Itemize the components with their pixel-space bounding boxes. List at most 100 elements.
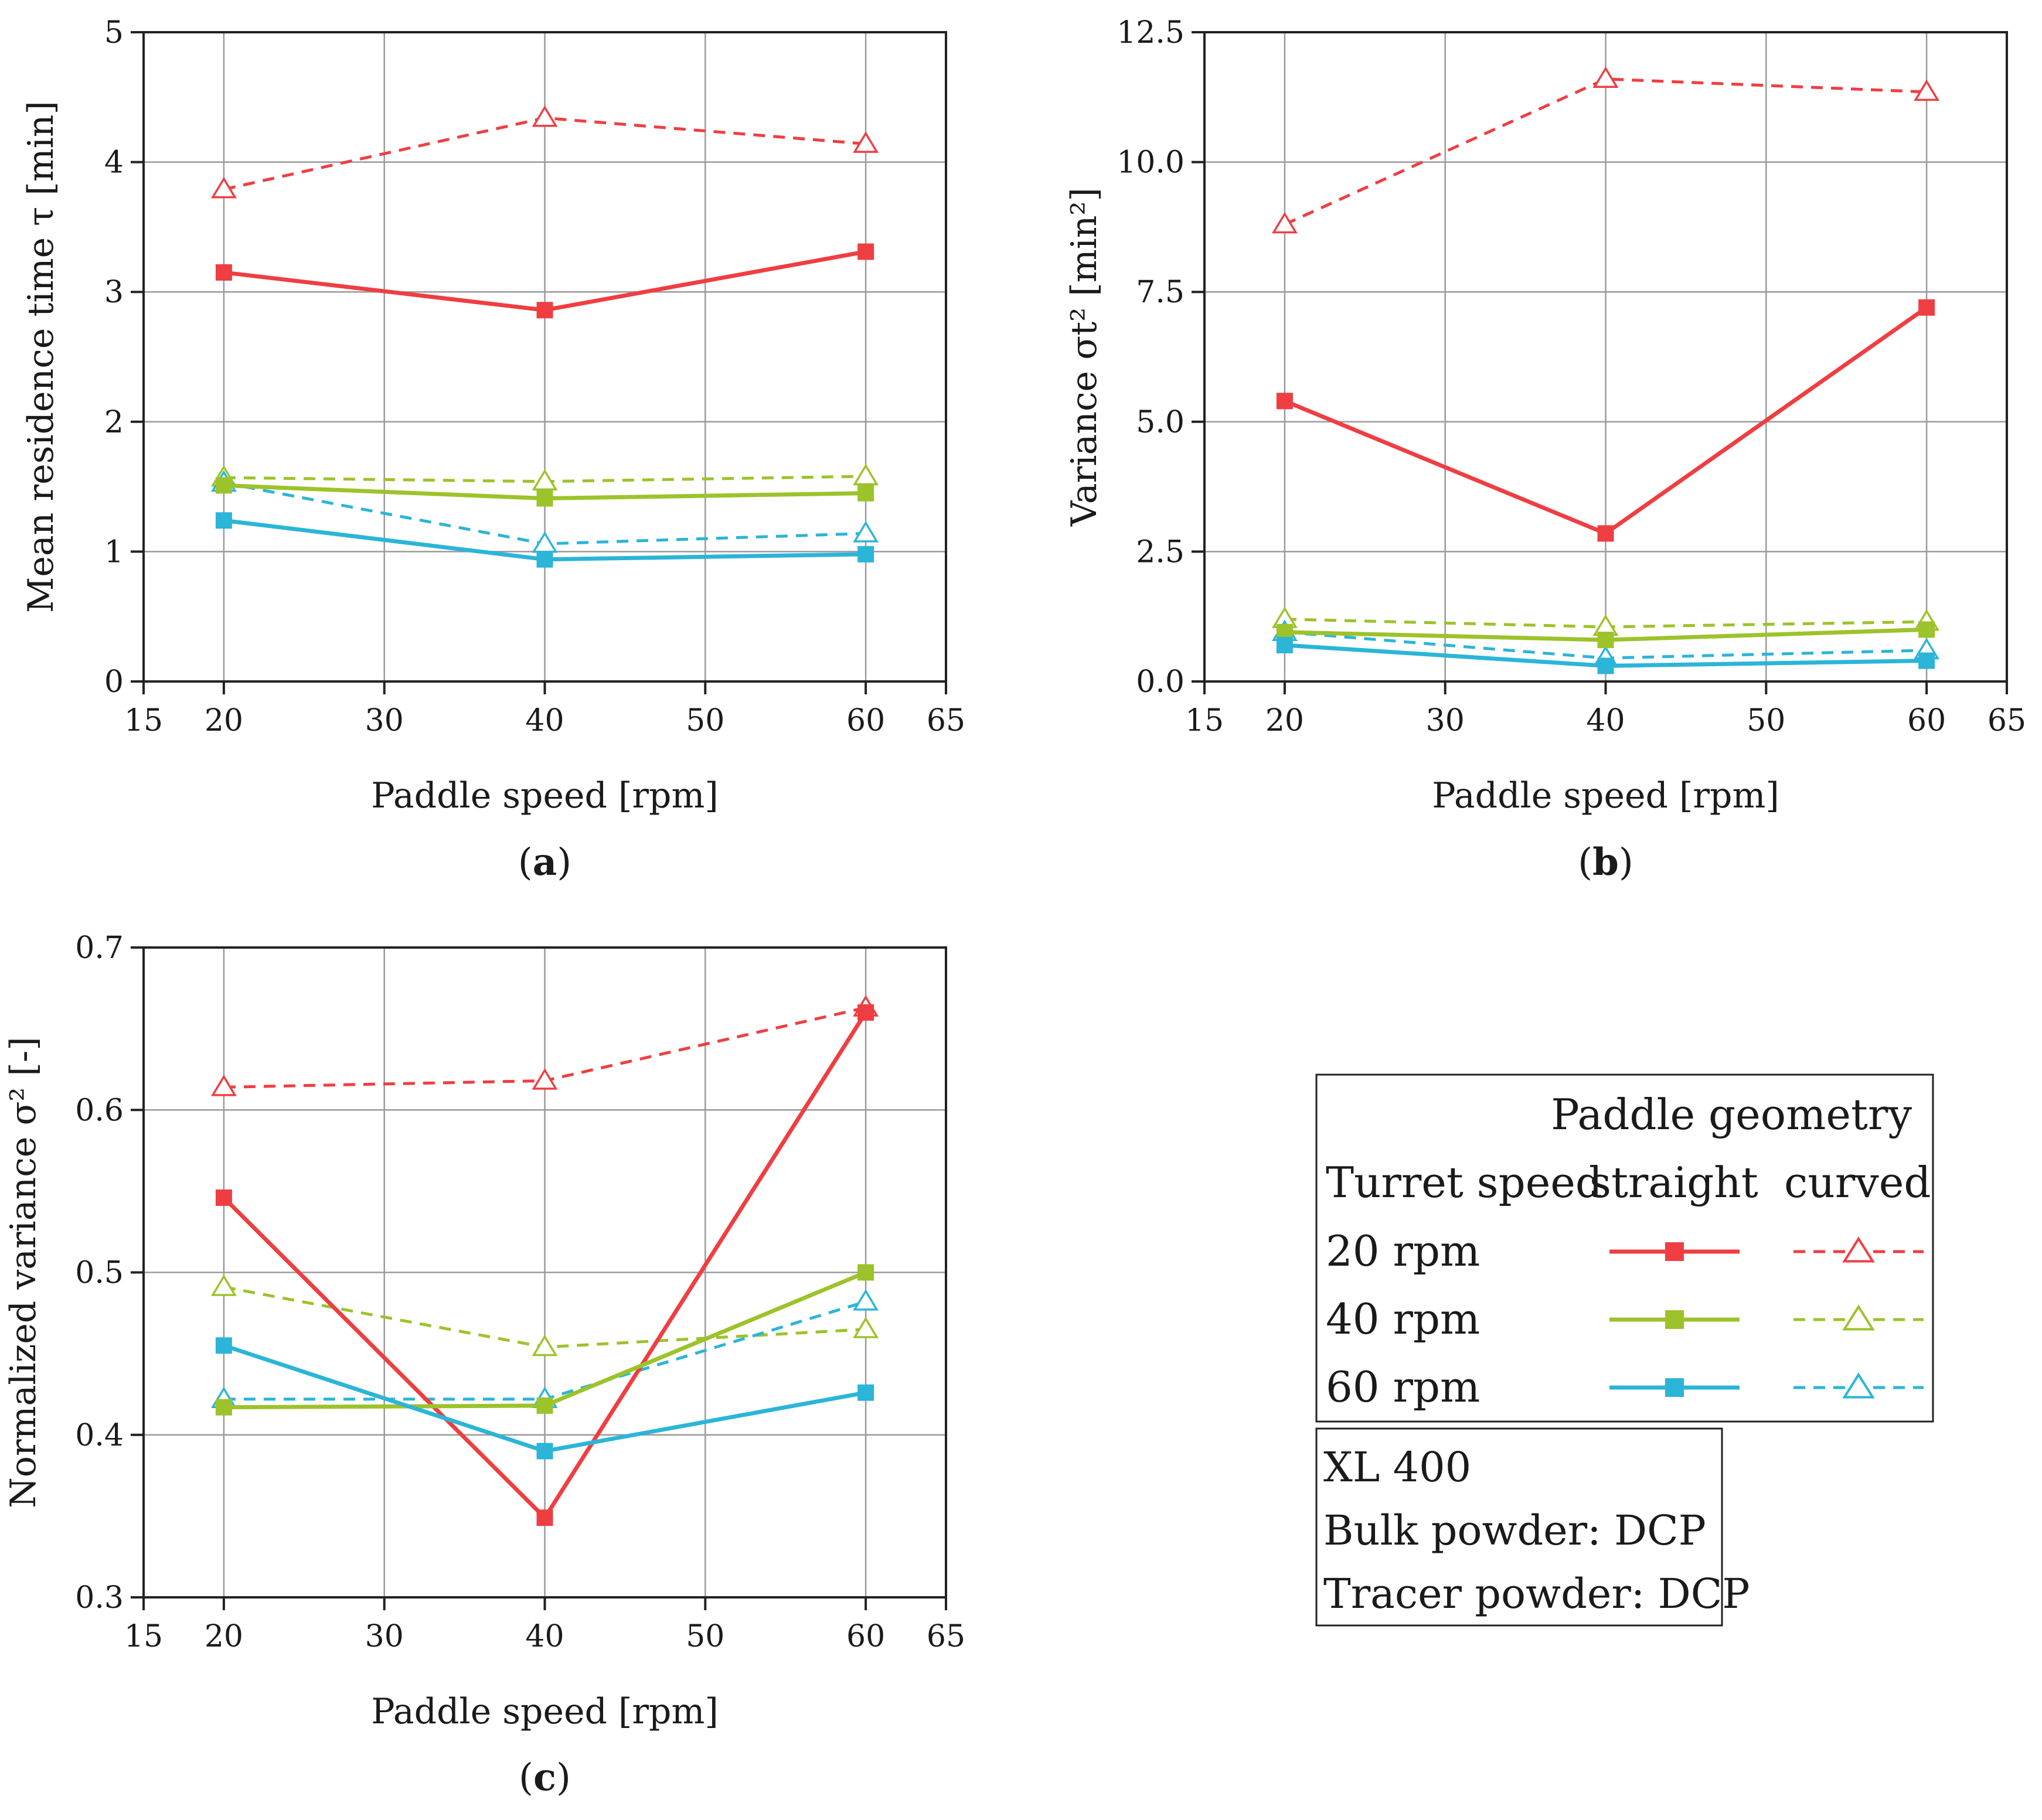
legend-row-label: 60 rpm <box>1326 1362 1480 1412</box>
series-20-rpm-straight <box>1276 299 1935 542</box>
data-point-triangle <box>853 131 879 153</box>
y-axis-title: Mean residence time τ [min] <box>21 101 62 613</box>
paren-close: ) <box>1619 841 1633 884</box>
series-40-rpm-curved <box>210 463 879 490</box>
data-point-triangle <box>532 1068 558 1090</box>
data-point-triangle <box>853 1317 879 1338</box>
y-tick-label: 1 <box>104 534 124 570</box>
x-tick-label: 40 <box>525 703 564 738</box>
legend-header: Paddle geometry <box>1551 1090 1912 1139</box>
series-layer <box>210 105 879 568</box>
plot-grid <box>144 32 946 681</box>
y-tick-label: 0 <box>104 664 124 700</box>
data-point-square <box>857 1264 874 1281</box>
x-tick-label: 30 <box>1426 703 1465 738</box>
legend-row: 40 rpm <box>1326 1294 1924 1344</box>
data-point-triangle <box>1592 66 1619 88</box>
axis-ticks: 15 20 30 40 50 60 65 0.3 0.4 0.5 0.6 0.7 <box>75 931 965 1654</box>
data-point-triangle <box>1914 79 1940 101</box>
series-20-rpm-straight <box>215 1004 874 1526</box>
x-tick-label: 50 <box>1747 703 1785 738</box>
chart-panel-b: 15 20 30 40 50 60 65 0.0 2.5 5.0 7.5 10.0 12.5 Paddl… <box>1064 15 2026 884</box>
series-20-rpm-curved <box>210 105 879 199</box>
x-tick-label: 60 <box>846 1619 885 1654</box>
x-tick-label: 60 <box>1907 703 1946 738</box>
data-point-square <box>215 1399 232 1416</box>
data-point-square <box>215 1337 232 1354</box>
data-point-triangle <box>532 531 558 553</box>
data-point-square <box>1918 652 1935 669</box>
x-tick-label: 50 <box>686 703 724 738</box>
data-point-square <box>1918 299 1935 316</box>
x-tick-label: 15 <box>124 1619 163 1654</box>
series-40-rpm-straight <box>1276 621 1935 649</box>
x-tick-label: 30 <box>365 703 404 738</box>
paren-close: ) <box>556 1756 571 1799</box>
x-tick-label: 65 <box>927 1619 965 1654</box>
data-point-square <box>536 1509 553 1526</box>
data-point-triangle <box>532 105 558 127</box>
legend-row: 60 rpm <box>1326 1362 1924 1412</box>
data-point-triangle <box>532 1334 558 1357</box>
y-tick-label: 0.6 <box>75 1093 124 1128</box>
y-tick-label: 0.3 <box>75 1580 124 1615</box>
panel-letter: a <box>533 840 557 884</box>
data-point-square <box>1597 525 1614 542</box>
x-tick-label: 20 <box>205 703 243 738</box>
y-tick-label: 7.5 <box>1136 275 1185 310</box>
y-tick-label: 0.7 <box>75 931 124 966</box>
y-axis-title: Normalized variance σ² [-] <box>3 1037 44 1508</box>
panel-letter: c <box>533 1756 556 1799</box>
data-point-triangle <box>532 469 558 490</box>
info-instrument: XL 400 <box>1323 1443 1471 1491</box>
y-tick-label: 3 <box>104 275 124 310</box>
plot-grid <box>144 948 946 1597</box>
x-axis-title: Paddle speed [rpm] <box>1432 775 1779 816</box>
legend-border <box>1315 1073 1934 1423</box>
data-point-square <box>1918 621 1935 638</box>
data-point-triangle <box>210 1274 237 1296</box>
paren-close: ) <box>557 841 571 884</box>
series-20-rpm-curved <box>1271 66 1940 234</box>
series-60-rpm-straight <box>1276 636 1935 674</box>
data-point-triangle <box>1271 212 1298 234</box>
data-point-square <box>536 1443 553 1460</box>
legend-triangle-marker <box>1842 1372 1875 1399</box>
panel-label-a: (a) <box>518 840 571 884</box>
y-tick-label: 0.5 <box>75 1256 124 1291</box>
series-layer <box>1271 66 1940 674</box>
series-60-rpm-straight <box>215 1337 874 1460</box>
x-tick-label: 20 <box>205 1619 243 1654</box>
y-tick-label: 12.5 <box>1117 15 1185 50</box>
data-point-square <box>1597 657 1614 674</box>
legend-curved-column: curved <box>1784 1158 1931 1207</box>
legend-row-label: 20 rpm <box>1326 1226 1480 1276</box>
x-tick-label: 30 <box>365 1619 404 1654</box>
legend-triangle-marker <box>1842 1236 1875 1263</box>
x-tick-label: 40 <box>1586 703 1625 738</box>
series-40-rpm-straight <box>215 477 874 507</box>
y-tick-label: 0.0 <box>1136 664 1185 700</box>
data-point-square <box>536 302 553 319</box>
data-point-square <box>857 1384 874 1401</box>
axis-ticks: 15 20 30 40 50 60 65 0.0 2.5 5.0 7.5 10.0 12.5 <box>1117 15 2026 738</box>
data-point-square <box>857 1004 874 1021</box>
legend-square-marker <box>1665 1378 1684 1397</box>
y-tick-label: 5.0 <box>1136 405 1185 440</box>
data-point-square <box>1597 632 1614 649</box>
series-line <box>1284 77 1927 226</box>
legend-triangle-marker <box>1842 1304 1875 1331</box>
series-40-rpm-straight <box>215 1264 874 1416</box>
plot-grid <box>1204 32 2007 681</box>
legend-straight-column: straight <box>1590 1158 1758 1207</box>
panel-label-b: (b) <box>1578 840 1633 884</box>
info-border <box>1315 1427 1723 1627</box>
series-layer <box>210 995 879 1526</box>
legend-rows: 20 rpm 40 rpm 60 rpm <box>1326 1226 1924 1412</box>
data-point-triangle <box>853 463 879 486</box>
data-point-square <box>857 485 874 502</box>
y-axis-title: Variance σt² [min²] <box>1064 188 1105 527</box>
x-tick-label: 65 <box>927 703 965 738</box>
